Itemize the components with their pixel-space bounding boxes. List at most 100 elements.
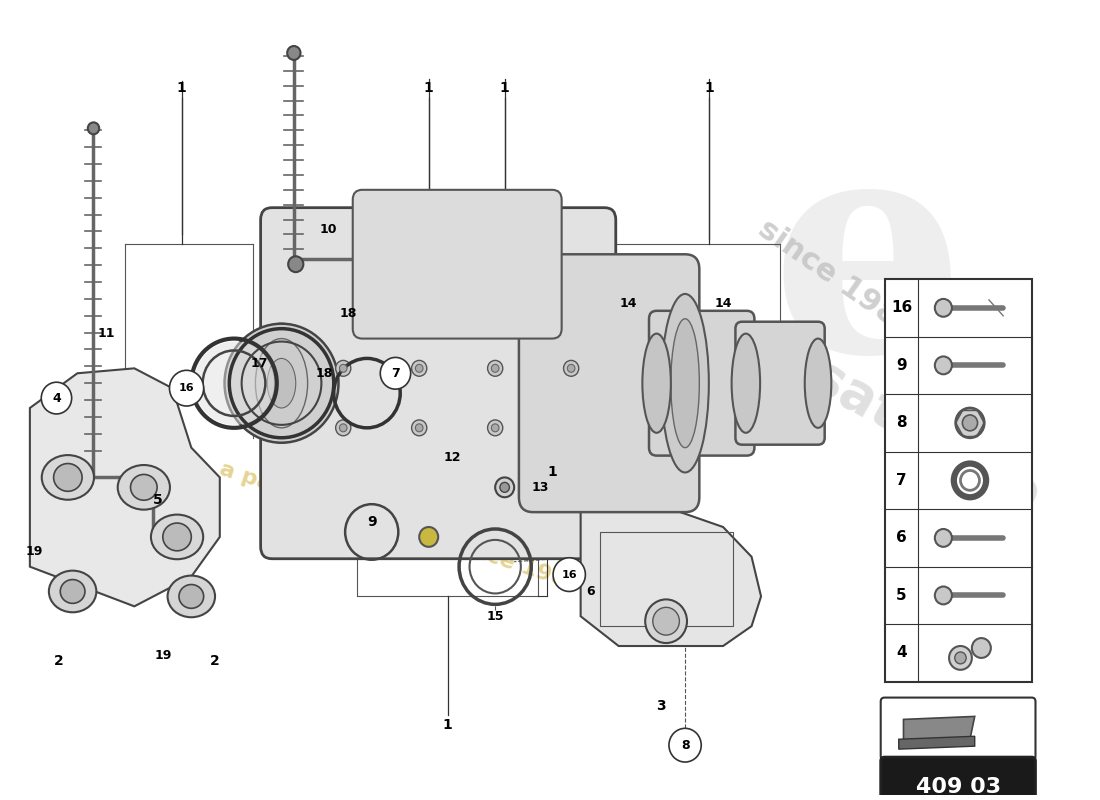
Text: 6: 6 xyxy=(586,585,594,598)
Circle shape xyxy=(169,370,204,406)
Polygon shape xyxy=(30,368,220,606)
Circle shape xyxy=(416,364,424,372)
Circle shape xyxy=(411,420,427,436)
Ellipse shape xyxy=(661,294,708,473)
Text: 2: 2 xyxy=(210,654,220,668)
Text: 1: 1 xyxy=(499,81,509,94)
Text: 11: 11 xyxy=(97,327,114,340)
Ellipse shape xyxy=(805,338,832,428)
Text: 14: 14 xyxy=(619,298,637,310)
Ellipse shape xyxy=(131,474,157,500)
Circle shape xyxy=(495,478,514,498)
Circle shape xyxy=(935,529,952,547)
Circle shape xyxy=(381,358,410,389)
Text: 1: 1 xyxy=(548,466,557,479)
FancyBboxPatch shape xyxy=(736,322,825,445)
Ellipse shape xyxy=(54,463,82,491)
Text: 2: 2 xyxy=(54,654,63,668)
FancyBboxPatch shape xyxy=(881,757,1035,800)
Text: 1: 1 xyxy=(177,81,187,94)
Circle shape xyxy=(563,360,579,376)
Circle shape xyxy=(492,364,499,372)
Circle shape xyxy=(935,357,952,374)
Circle shape xyxy=(955,652,966,664)
Text: 1: 1 xyxy=(704,81,714,94)
Text: 5: 5 xyxy=(896,588,906,603)
Text: rsatzteile: rsatzteile xyxy=(780,338,1049,524)
Text: 8: 8 xyxy=(681,738,690,752)
Ellipse shape xyxy=(118,465,169,510)
Circle shape xyxy=(487,420,503,436)
FancyBboxPatch shape xyxy=(649,311,755,456)
Circle shape xyxy=(287,46,300,60)
Circle shape xyxy=(336,360,351,376)
Ellipse shape xyxy=(48,570,97,612)
Circle shape xyxy=(935,299,952,317)
Polygon shape xyxy=(903,717,975,742)
Circle shape xyxy=(288,256,304,272)
Text: 10: 10 xyxy=(319,223,337,236)
Text: 1: 1 xyxy=(443,718,452,732)
Circle shape xyxy=(652,607,680,635)
Circle shape xyxy=(949,646,972,670)
Ellipse shape xyxy=(255,338,308,428)
Ellipse shape xyxy=(642,334,671,433)
Text: 13: 13 xyxy=(531,481,549,494)
Text: 3: 3 xyxy=(657,698,667,713)
Text: 18: 18 xyxy=(316,366,333,380)
Text: 1: 1 xyxy=(424,81,433,94)
Circle shape xyxy=(224,324,339,442)
Text: 409 03: 409 03 xyxy=(915,777,1001,797)
Ellipse shape xyxy=(167,575,214,618)
Circle shape xyxy=(972,638,991,658)
Circle shape xyxy=(340,364,346,372)
Text: 19: 19 xyxy=(154,650,172,662)
Circle shape xyxy=(492,424,499,432)
FancyBboxPatch shape xyxy=(881,698,1035,760)
Text: 17: 17 xyxy=(251,357,268,370)
Circle shape xyxy=(42,382,72,414)
Circle shape xyxy=(935,586,952,604)
Circle shape xyxy=(568,364,575,372)
Text: 9: 9 xyxy=(896,358,906,373)
Ellipse shape xyxy=(671,318,700,448)
Circle shape xyxy=(416,424,424,432)
Text: 7: 7 xyxy=(392,366,399,380)
Ellipse shape xyxy=(42,455,94,500)
Circle shape xyxy=(336,420,351,436)
Text: 14: 14 xyxy=(714,298,732,310)
Text: 6: 6 xyxy=(896,530,907,546)
FancyBboxPatch shape xyxy=(519,254,700,512)
Text: 5: 5 xyxy=(153,494,163,507)
Circle shape xyxy=(411,360,427,376)
FancyBboxPatch shape xyxy=(261,208,616,558)
Text: a passion for parts since 1985: a passion for parts since 1985 xyxy=(217,459,583,595)
Text: 19: 19 xyxy=(26,546,43,558)
Circle shape xyxy=(956,408,984,438)
Circle shape xyxy=(553,558,585,591)
Ellipse shape xyxy=(151,514,204,559)
Bar xyxy=(884,279,1032,682)
Circle shape xyxy=(340,424,346,432)
Polygon shape xyxy=(899,736,975,749)
Bar xyxy=(600,532,733,626)
Text: 12: 12 xyxy=(443,451,461,464)
Circle shape xyxy=(669,728,701,762)
Circle shape xyxy=(646,599,688,643)
Text: 15: 15 xyxy=(486,610,504,622)
Polygon shape xyxy=(581,507,761,646)
Text: 9: 9 xyxy=(367,515,376,529)
Circle shape xyxy=(419,527,438,547)
Text: since 1985: since 1985 xyxy=(754,214,921,344)
FancyBboxPatch shape xyxy=(353,190,562,338)
Ellipse shape xyxy=(179,585,204,608)
Circle shape xyxy=(962,415,978,431)
Text: 18: 18 xyxy=(339,307,356,320)
Text: 8: 8 xyxy=(896,415,906,430)
Circle shape xyxy=(88,122,99,134)
Text: 4: 4 xyxy=(896,646,906,661)
Ellipse shape xyxy=(60,579,85,603)
Circle shape xyxy=(487,360,503,376)
Ellipse shape xyxy=(243,324,319,442)
Text: 16: 16 xyxy=(561,570,578,580)
